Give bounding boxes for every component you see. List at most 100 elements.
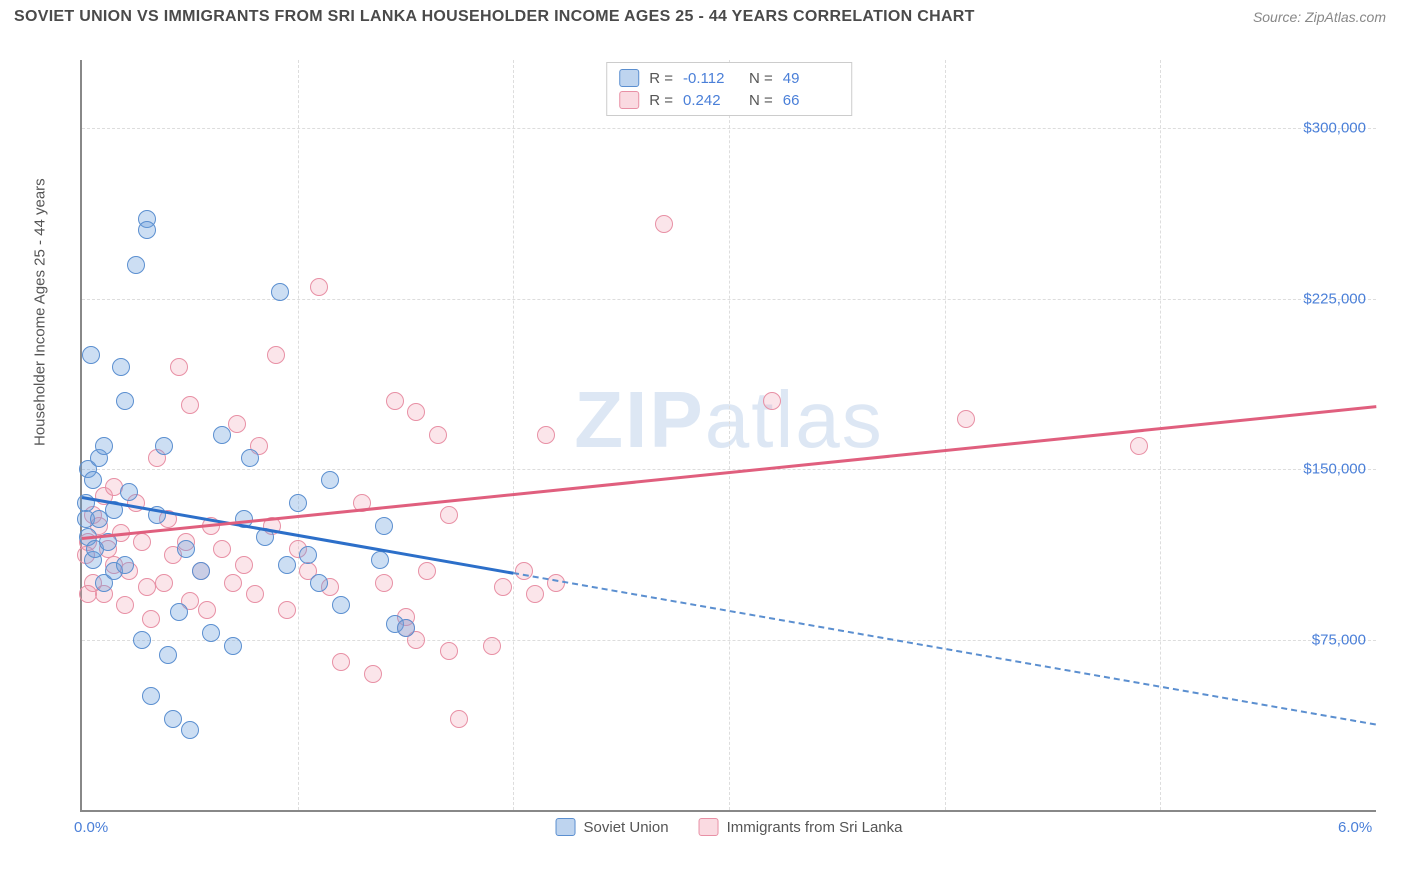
data-point-pink [537, 426, 555, 444]
data-point-blue [371, 551, 389, 569]
data-point-blue [120, 483, 138, 501]
data-point-pink [228, 415, 246, 433]
data-point-blue [133, 631, 151, 649]
data-point-blue [177, 540, 195, 558]
y-axis-label: Householder Income Ages 25 - 44 years [32, 178, 49, 446]
data-point-pink [655, 215, 673, 233]
data-point-pink [155, 574, 173, 592]
r-value-blue: -0.112 [683, 70, 739, 87]
data-point-blue [213, 426, 231, 444]
data-point-blue [289, 494, 307, 512]
data-point-pink [213, 540, 231, 558]
data-point-blue [159, 646, 177, 664]
data-point-pink [483, 637, 501, 655]
data-point-pink [116, 596, 134, 614]
chart-title: SOVIET UNION VS IMMIGRANTS FROM SRI LANK… [14, 8, 975, 26]
data-point-blue [95, 437, 113, 455]
data-point-pink [224, 574, 242, 592]
source-label: Source: ZipAtlas.com [1253, 9, 1386, 25]
data-point-pink [181, 396, 199, 414]
n-value-pink: 66 [783, 92, 839, 109]
data-point-pink [429, 426, 447, 444]
data-point-pink [142, 610, 160, 628]
data-point-blue [278, 556, 296, 574]
data-point-pink [450, 710, 468, 728]
stats-row-pink: R = 0.242 N = 66 [619, 89, 839, 111]
data-point-pink [763, 392, 781, 410]
data-point-blue [112, 358, 130, 376]
data-point-blue [241, 449, 259, 467]
data-point-blue [397, 619, 415, 637]
data-point-blue [116, 392, 134, 410]
data-point-blue [192, 562, 210, 580]
data-point-pink [278, 601, 296, 619]
data-point-pink [418, 562, 436, 580]
data-point-pink [310, 278, 328, 296]
data-point-pink [375, 574, 393, 592]
data-point-pink [138, 578, 156, 596]
gridline-v [729, 60, 730, 810]
stats-row-blue: R = -0.112 N = 49 [619, 67, 839, 89]
legend-item-pink: Immigrants from Sri Lanka [699, 818, 903, 836]
data-point-blue [164, 710, 182, 728]
data-point-blue [127, 256, 145, 274]
data-point-blue [271, 283, 289, 301]
data-point-blue [181, 721, 199, 739]
data-point-pink [515, 562, 533, 580]
y-tick-label: $300,000 [1303, 120, 1366, 137]
data-point-blue [224, 637, 242, 655]
r-value-pink: 0.242 [683, 92, 739, 109]
data-point-pink [267, 346, 285, 364]
swatch-blue [556, 818, 576, 836]
data-point-blue [332, 596, 350, 614]
data-point-blue [138, 221, 156, 239]
plot-area: ZIPatlas R = -0.112 N = 49 R = 0.242 N =… [80, 60, 1376, 812]
x-tick-label: 0.0% [74, 819, 108, 836]
r-label: R = [649, 92, 673, 109]
n-value-blue: 49 [783, 70, 839, 87]
data-point-pink [79, 585, 97, 603]
gridline-v [945, 60, 946, 810]
swatch-pink [619, 91, 639, 109]
data-point-pink [332, 653, 350, 671]
data-point-pink [235, 556, 253, 574]
data-point-pink [386, 392, 404, 410]
y-tick-label: $225,000 [1303, 290, 1366, 307]
n-label: N = [749, 70, 773, 87]
legend-item-blue: Soviet Union [556, 818, 669, 836]
data-point-blue [299, 546, 317, 564]
data-point-blue [170, 603, 188, 621]
stats-legend: R = -0.112 N = 49 R = 0.242 N = 66 [606, 62, 852, 116]
data-point-pink [364, 665, 382, 683]
data-point-pink [494, 578, 512, 596]
data-point-pink [133, 533, 151, 551]
swatch-blue [619, 69, 639, 87]
data-point-pink [1130, 437, 1148, 455]
data-point-blue [321, 471, 339, 489]
gridline-v [513, 60, 514, 810]
data-point-blue [202, 624, 220, 642]
data-point-blue [116, 556, 134, 574]
x-tick-label: 6.0% [1338, 819, 1372, 836]
legend-label-blue: Soviet Union [584, 819, 669, 836]
data-point-blue [82, 346, 100, 364]
data-point-pink [407, 403, 425, 421]
data-point-blue [142, 687, 160, 705]
data-point-blue [155, 437, 173, 455]
data-point-blue [310, 574, 328, 592]
y-tick-label: $150,000 [1303, 461, 1366, 478]
series-legend: Soviet Union Immigrants from Sri Lanka [556, 818, 903, 836]
data-point-pink [246, 585, 264, 603]
gridline-v [298, 60, 299, 810]
y-tick-label: $75,000 [1312, 631, 1366, 648]
chart-container: Householder Income Ages 25 - 44 years ZI… [48, 60, 1376, 832]
legend-label-pink: Immigrants from Sri Lanka [727, 819, 903, 836]
r-label: R = [649, 70, 673, 87]
swatch-pink [699, 818, 719, 836]
data-point-blue [375, 517, 393, 535]
data-point-pink [198, 601, 216, 619]
data-point-pink [440, 506, 458, 524]
gridline-v [1160, 60, 1161, 810]
data-point-pink [440, 642, 458, 660]
data-point-pink [170, 358, 188, 376]
